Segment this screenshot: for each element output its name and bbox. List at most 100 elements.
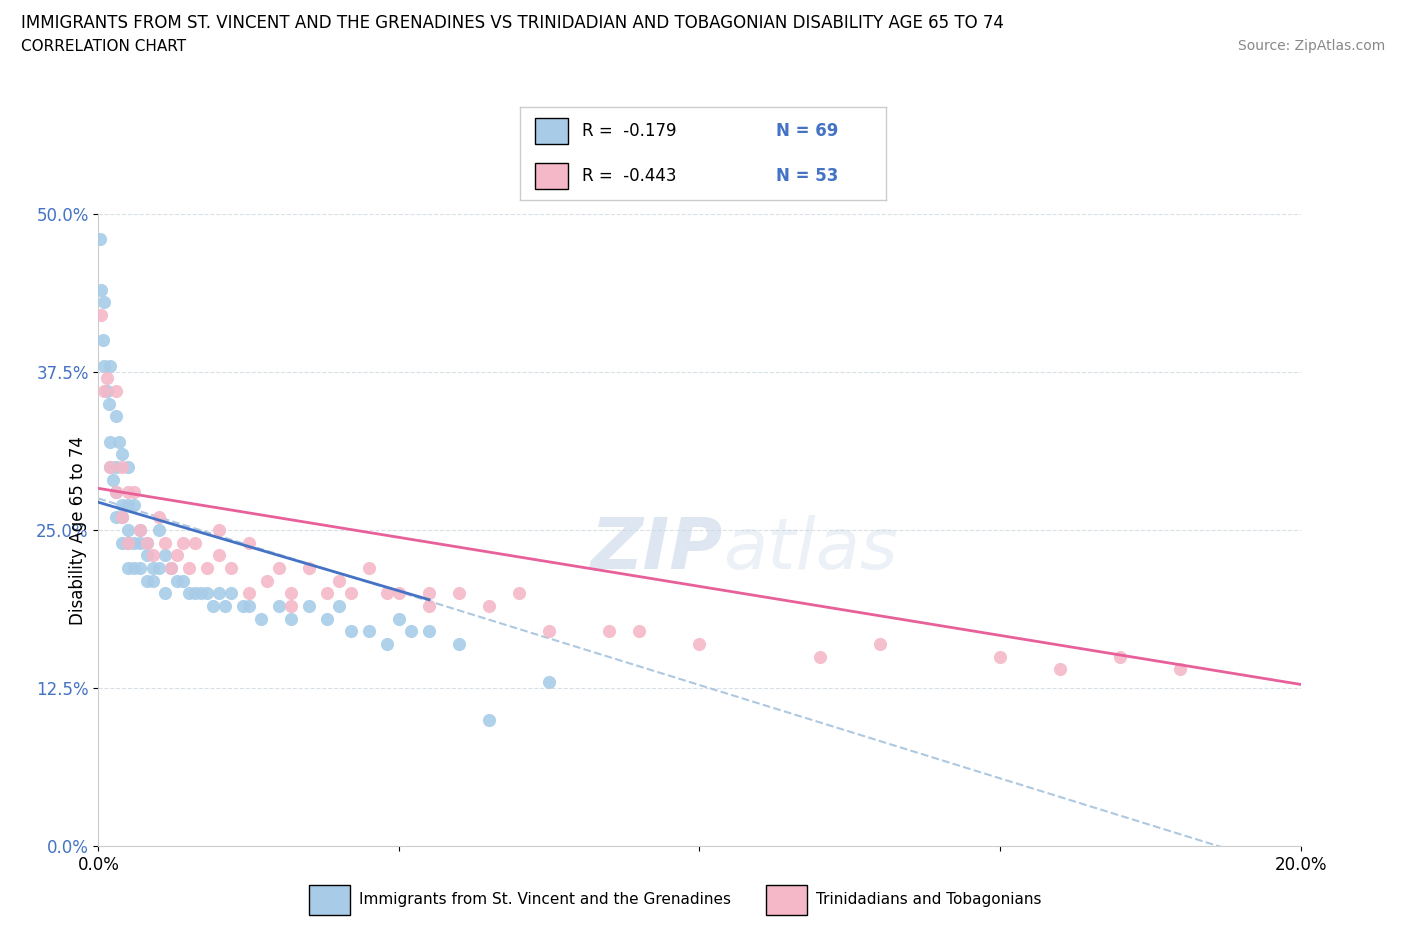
Point bbox=[93, 295, 115, 310]
Point bbox=[129, 523, 152, 538]
Point bbox=[808, 649, 831, 664]
Point bbox=[111, 510, 134, 525]
Point bbox=[153, 536, 176, 551]
Point bbox=[111, 510, 134, 525]
Point bbox=[219, 586, 242, 601]
Point bbox=[111, 498, 134, 512]
Point bbox=[280, 599, 302, 614]
Point bbox=[177, 561, 200, 576]
Point bbox=[869, 636, 891, 651]
Point bbox=[399, 624, 422, 639]
Point bbox=[232, 599, 254, 614]
Point bbox=[96, 371, 118, 386]
Point bbox=[508, 586, 530, 601]
Point bbox=[249, 611, 271, 626]
Point bbox=[105, 459, 128, 474]
Point bbox=[418, 599, 440, 614]
Point bbox=[148, 510, 170, 525]
Point bbox=[103, 472, 125, 487]
Point bbox=[256, 573, 278, 588]
Point bbox=[124, 536, 146, 551]
Point bbox=[141, 573, 163, 588]
Point bbox=[238, 536, 260, 551]
Text: R =  -0.179: R = -0.179 bbox=[582, 122, 676, 140]
Point bbox=[183, 586, 205, 601]
Point bbox=[124, 485, 146, 499]
Point bbox=[357, 561, 380, 576]
Point bbox=[129, 561, 152, 576]
Point bbox=[117, 523, 139, 538]
Point bbox=[267, 599, 290, 614]
Point bbox=[280, 611, 302, 626]
Point bbox=[117, 498, 139, 512]
Point bbox=[96, 383, 118, 398]
Point bbox=[172, 573, 194, 588]
Point bbox=[141, 548, 163, 563]
Text: N = 69: N = 69 bbox=[776, 122, 838, 140]
Point bbox=[124, 561, 146, 576]
Text: ZIP: ZIP bbox=[592, 514, 724, 583]
Point bbox=[328, 573, 350, 588]
Point bbox=[105, 409, 128, 424]
Point bbox=[159, 561, 181, 576]
Point bbox=[208, 548, 231, 563]
Point bbox=[153, 548, 176, 563]
Point bbox=[93, 383, 115, 398]
Point bbox=[98, 396, 121, 411]
Point bbox=[148, 523, 170, 538]
Point bbox=[135, 536, 157, 551]
Point bbox=[538, 624, 561, 639]
Point bbox=[298, 599, 321, 614]
Point bbox=[689, 636, 711, 651]
Text: Trinidadians and Tobagonians: Trinidadians and Tobagonians bbox=[815, 892, 1042, 908]
Point bbox=[195, 586, 218, 601]
Y-axis label: Disability Age 65 to 74: Disability Age 65 to 74 bbox=[69, 435, 87, 625]
Point bbox=[447, 586, 470, 601]
Text: Immigrants from St. Vincent and the Grenadines: Immigrants from St. Vincent and the Gren… bbox=[359, 892, 731, 908]
Point bbox=[100, 358, 122, 373]
Point bbox=[315, 586, 337, 601]
Point bbox=[166, 548, 188, 563]
Text: CORRELATION CHART: CORRELATION CHART bbox=[21, 39, 186, 54]
Point bbox=[183, 536, 205, 551]
Point bbox=[267, 561, 290, 576]
Point bbox=[177, 586, 200, 601]
Point bbox=[111, 446, 134, 461]
Point bbox=[340, 586, 363, 601]
Point bbox=[141, 561, 163, 576]
Point bbox=[90, 283, 112, 298]
Text: R =  -0.443: R = -0.443 bbox=[582, 166, 676, 185]
Point bbox=[135, 573, 157, 588]
Point bbox=[628, 624, 651, 639]
Point bbox=[195, 561, 218, 576]
Point bbox=[148, 561, 170, 576]
Point bbox=[208, 586, 231, 601]
Point bbox=[105, 383, 128, 398]
FancyBboxPatch shape bbox=[534, 163, 568, 189]
Point bbox=[418, 624, 440, 639]
Point bbox=[238, 586, 260, 601]
Point bbox=[117, 536, 139, 551]
Point bbox=[208, 523, 231, 538]
Point bbox=[100, 459, 122, 474]
Text: IMMIGRANTS FROM ST. VINCENT AND THE GRENADINES VS TRINIDADIAN AND TOBAGONIAN DIS: IMMIGRANTS FROM ST. VINCENT AND THE GREN… bbox=[21, 14, 1004, 32]
Point bbox=[388, 586, 411, 601]
Point bbox=[117, 459, 139, 474]
Point bbox=[280, 586, 302, 601]
FancyBboxPatch shape bbox=[534, 118, 568, 144]
Point bbox=[238, 599, 260, 614]
Text: Source: ZipAtlas.com: Source: ZipAtlas.com bbox=[1237, 39, 1385, 53]
Point bbox=[418, 586, 440, 601]
Point bbox=[375, 586, 398, 601]
Point bbox=[117, 485, 139, 499]
Point bbox=[1109, 649, 1132, 664]
Point bbox=[153, 586, 176, 601]
Point bbox=[190, 586, 212, 601]
Point bbox=[93, 358, 115, 373]
Point bbox=[159, 561, 181, 576]
Point bbox=[105, 485, 128, 499]
Point bbox=[124, 498, 146, 512]
Point bbox=[1049, 662, 1071, 677]
Point bbox=[357, 624, 380, 639]
FancyBboxPatch shape bbox=[765, 885, 807, 915]
